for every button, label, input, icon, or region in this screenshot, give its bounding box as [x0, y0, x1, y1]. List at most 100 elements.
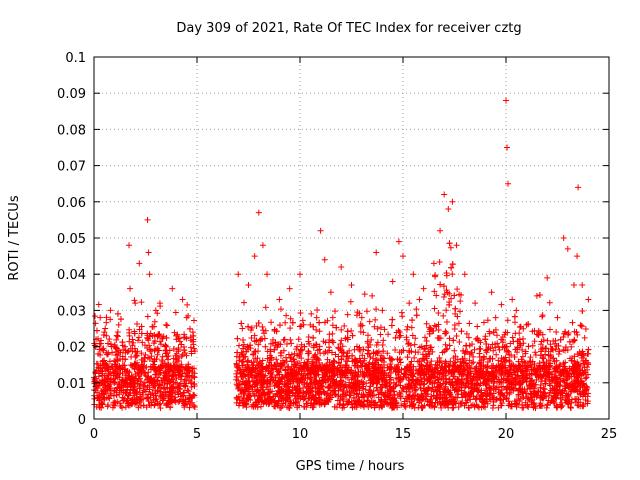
data-point: [532, 370, 539, 377]
data-point: [151, 338, 158, 345]
data-point: [466, 320, 473, 327]
data-point: [488, 365, 495, 372]
data-point: [451, 387, 458, 394]
data-point: [462, 367, 469, 374]
data-point-peak: [251, 253, 258, 260]
data-point: [111, 369, 118, 376]
data-point: [346, 392, 353, 399]
data-point: [107, 341, 114, 348]
data-point: [159, 358, 166, 365]
data-point: [175, 346, 182, 353]
data-point: [535, 388, 542, 395]
data-point: [323, 365, 330, 372]
data-point: [312, 377, 319, 384]
data-point: [113, 332, 120, 339]
data-point: [292, 369, 299, 376]
data-point: [430, 392, 437, 399]
data-point: [428, 344, 435, 351]
data-point: [507, 340, 514, 347]
data-point: [174, 331, 181, 338]
data-point: [539, 365, 546, 372]
data-point: [416, 358, 423, 365]
data-point: [163, 343, 170, 350]
data-point: [562, 394, 569, 401]
grid-lines: [94, 57, 609, 419]
data-point: [514, 346, 521, 353]
data-point: [471, 346, 478, 353]
data-point: [374, 380, 381, 387]
data-point: [372, 365, 379, 372]
data-point: [490, 372, 497, 379]
data-point: [551, 366, 558, 373]
data-point: [139, 389, 146, 396]
data-point: [484, 346, 491, 353]
data-point: [185, 388, 192, 395]
data-point: [170, 379, 177, 386]
data-point-peak: [297, 271, 303, 278]
data-point: [300, 396, 307, 403]
data-point: [503, 348, 510, 355]
data-point: [287, 367, 294, 374]
data-point: [426, 324, 433, 331]
data-point: [426, 398, 433, 405]
data-point: [511, 319, 518, 326]
data-point: [465, 380, 472, 387]
data-point: [417, 384, 424, 391]
data-point: [190, 373, 197, 380]
data-point: [477, 361, 484, 368]
data-point: [421, 346, 428, 353]
data-point: [426, 350, 433, 357]
data-point: [568, 357, 575, 364]
data-point: [374, 339, 381, 346]
data-point-peak: [445, 206, 452, 213]
data-point: [474, 337, 481, 344]
data-point: [429, 400, 436, 407]
data-point: [297, 376, 304, 383]
data-point: [575, 372, 582, 379]
data-point-peak: [132, 300, 139, 307]
data-point: [234, 349, 241, 356]
data-point-peak: [410, 271, 417, 278]
data-point: [400, 384, 407, 391]
data-point: [474, 388, 481, 395]
data-point: [273, 356, 280, 363]
data-point: [380, 348, 387, 355]
data-point: [125, 373, 132, 380]
data-point: [272, 339, 279, 346]
data-point-peak: [395, 238, 402, 245]
data-point: [333, 324, 340, 331]
data-point: [434, 379, 441, 386]
data-point: [503, 395, 510, 402]
data-point: [138, 323, 145, 330]
data-point: [105, 351, 112, 358]
data-point: [542, 351, 549, 358]
data-point: [317, 350, 324, 357]
data-point: [516, 397, 523, 404]
data-point: [444, 386, 451, 393]
data-point: [239, 397, 246, 404]
data-point: [282, 388, 289, 395]
data-point: [124, 387, 131, 394]
data-point-peak: [235, 271, 242, 278]
data-point: [518, 356, 525, 363]
data-point: [373, 384, 380, 391]
data-point: [436, 383, 443, 390]
data-point: [471, 382, 478, 389]
data-point: [106, 358, 113, 365]
data-point: [577, 322, 584, 329]
data-point: [364, 338, 371, 345]
data-point: [565, 331, 572, 338]
data-point: [132, 399, 139, 406]
data-point: [443, 318, 450, 325]
data-point: [370, 349, 377, 356]
data-point: [554, 378, 561, 385]
data-point: [129, 342, 136, 349]
data-point: [306, 389, 313, 396]
data-point: [395, 327, 402, 334]
data-point: [354, 390, 361, 397]
data-point: [386, 374, 393, 381]
data-point-peak: [126, 242, 133, 249]
data-point: [309, 385, 316, 392]
data-point: [294, 387, 301, 394]
